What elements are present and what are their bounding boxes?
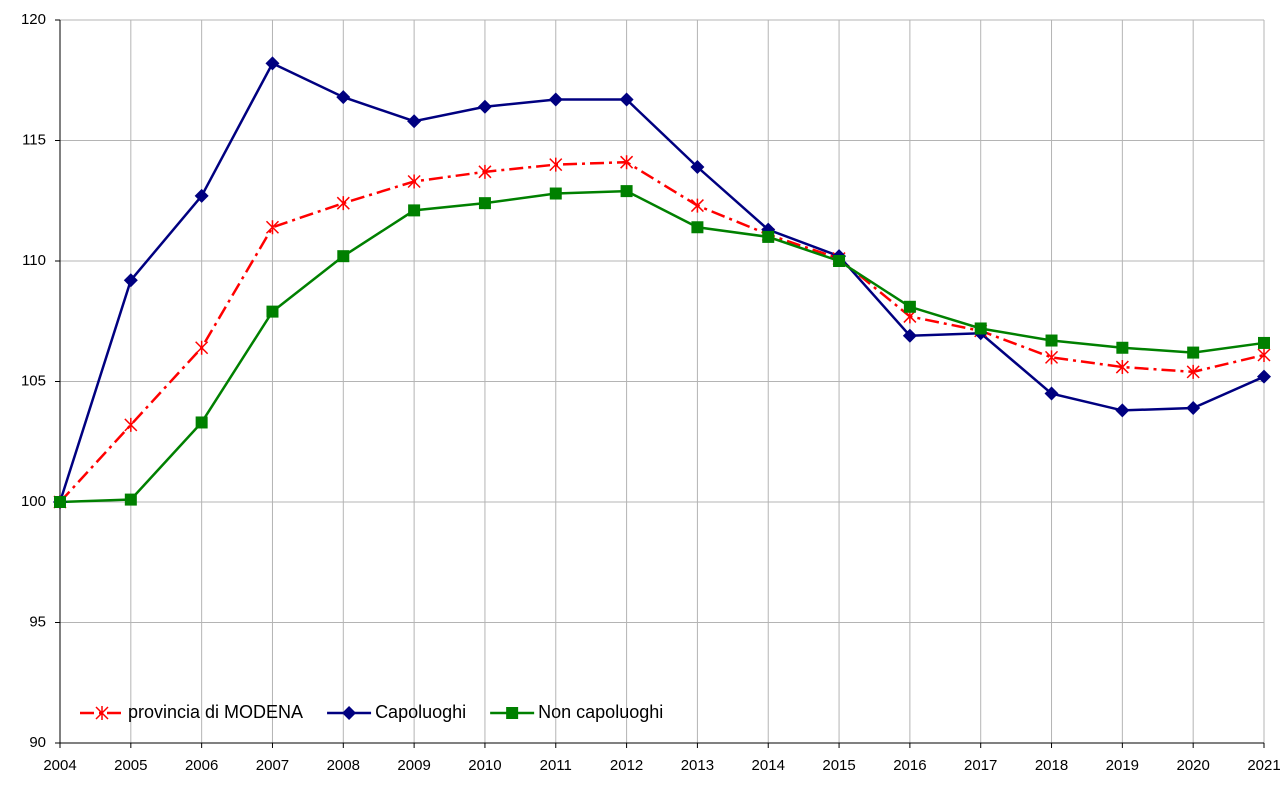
marker — [478, 164, 492, 179]
x-tick-label: 2012 — [610, 757, 643, 774]
marker — [265, 220, 280, 235]
x-tick-label: 2019 — [1106, 757, 1139, 774]
marker — [123, 273, 138, 288]
marker — [336, 90, 351, 105]
marker — [1257, 369, 1271, 384]
y-tick-label: 95 — [29, 613, 46, 630]
marker — [478, 197, 491, 210]
legend-label: Capoluoghi — [375, 702, 466, 722]
marker — [265, 56, 280, 71]
y-tick-label: 105 — [21, 372, 46, 389]
marker — [266, 305, 279, 318]
marker — [506, 707, 519, 719]
marker — [1186, 401, 1201, 416]
x-tick-label: 2014 — [752, 757, 785, 774]
y-tick-label: 115 — [22, 131, 46, 148]
marker — [408, 204, 421, 217]
marker — [1045, 334, 1058, 347]
marker — [1044, 386, 1059, 401]
x-tick-label: 2008 — [327, 757, 360, 774]
marker — [336, 196, 350, 211]
x-tick-label: 2021 — [1247, 757, 1280, 774]
x-tick-label: 2018 — [1035, 757, 1068, 774]
marker — [1116, 341, 1129, 354]
y-tick-label: 100 — [21, 493, 46, 510]
marker — [1186, 364, 1200, 379]
marker — [690, 198, 704, 213]
marker — [620, 155, 634, 170]
y-tick-label: 90 — [29, 734, 46, 751]
marker — [1258, 336, 1270, 349]
marker — [54, 496, 66, 508]
marker — [548, 92, 563, 107]
marker — [549, 187, 562, 200]
x-tick-label: 2009 — [397, 757, 430, 774]
marker — [620, 185, 633, 198]
x-tick-label: 2005 — [114, 757, 147, 774]
marker — [903, 300, 916, 313]
marker — [477, 99, 492, 114]
x-tick-label: 2006 — [185, 757, 218, 774]
x-tick-label: 2015 — [822, 757, 855, 774]
marker — [619, 92, 634, 107]
legend-label: provincia di MODENA — [128, 702, 303, 722]
x-tick-label: 2017 — [964, 757, 997, 774]
marker — [124, 417, 138, 432]
marker — [1115, 360, 1129, 375]
marker — [337, 250, 350, 263]
marker — [95, 706, 109, 720]
marker — [1115, 403, 1130, 418]
marker — [407, 114, 422, 129]
marker — [762, 230, 775, 243]
marker — [1044, 350, 1059, 365]
marker — [194, 188, 209, 203]
marker — [1187, 346, 1200, 359]
marker — [124, 493, 137, 506]
y-tick-label: 110 — [22, 252, 46, 269]
marker — [833, 255, 846, 267]
marker — [1257, 347, 1271, 362]
x-tick-label: 2020 — [1176, 757, 1209, 774]
x-tick-label: 2013 — [681, 757, 714, 774]
series-line — [59, 189, 1265, 504]
y-tick-label: 120 — [21, 11, 46, 28]
series-line — [58, 61, 1265, 503]
marker — [690, 160, 705, 175]
x-tick-label: 2010 — [468, 757, 501, 774]
x-tick-label: 2004 — [43, 757, 76, 774]
marker — [195, 416, 208, 429]
x-tick-label: 2016 — [893, 757, 926, 774]
marker — [974, 322, 987, 335]
marker — [549, 157, 563, 172]
marker — [691, 221, 704, 234]
marker — [902, 328, 917, 343]
series-line — [59, 160, 1265, 503]
marker — [407, 174, 421, 189]
marker — [342, 706, 357, 720]
x-tick-label: 2007 — [256, 757, 289, 774]
x-tick-label: 2011 — [540, 757, 572, 774]
marker — [195, 340, 209, 355]
legend-label: Non capoluoghi — [538, 702, 663, 722]
